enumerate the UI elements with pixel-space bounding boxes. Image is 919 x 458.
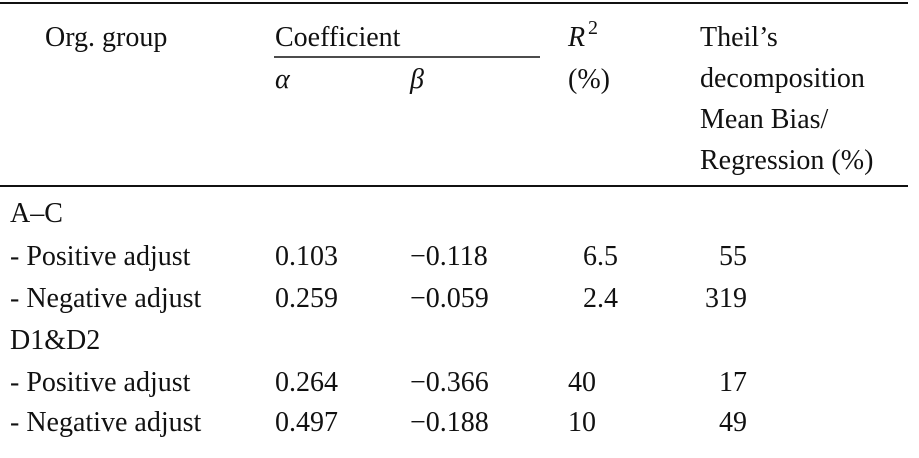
cell: - Positive adjust	[10, 241, 191, 272]
header-cell: (%)	[568, 64, 610, 95]
cell: −0.366	[410, 367, 489, 398]
cell: −0.188	[410, 407, 489, 438]
cell: 6.5	[583, 241, 618, 272]
cell: 0.259	[275, 283, 338, 314]
cell: 55	[719, 241, 747, 272]
cell: decomposition	[700, 63, 865, 94]
cell: A–C	[10, 198, 63, 229]
cell: −0.118	[410, 241, 488, 272]
cell: 0.264	[275, 367, 338, 398]
cell: −0.059	[410, 283, 489, 314]
header-cell: R	[567, 22, 585, 53]
cell: - Negative adjust	[10, 407, 201, 438]
cell: 10	[568, 407, 596, 438]
cell: 17	[719, 367, 747, 398]
cell: - Positive adjust	[10, 367, 191, 398]
cell: Theil’s	[700, 22, 778, 53]
cell: - Negative adjust	[10, 283, 201, 314]
cell: 49	[719, 407, 747, 438]
header-cell: Coefficient	[275, 22, 401, 53]
header-cell: α	[275, 64, 291, 95]
header-cell: 2	[588, 17, 598, 39]
cell: Mean Bias/	[700, 104, 829, 135]
cell: 40	[568, 367, 596, 398]
cell: Regression (%)	[700, 145, 873, 176]
header-cell: β	[409, 64, 424, 95]
cell: D1&D2	[10, 325, 100, 356]
cell: 2.4	[583, 283, 618, 314]
cell: 0.497	[275, 407, 338, 438]
cell: 319	[705, 283, 747, 314]
header-cell: Org. group	[45, 22, 167, 53]
cell: 0.103	[275, 241, 338, 272]
